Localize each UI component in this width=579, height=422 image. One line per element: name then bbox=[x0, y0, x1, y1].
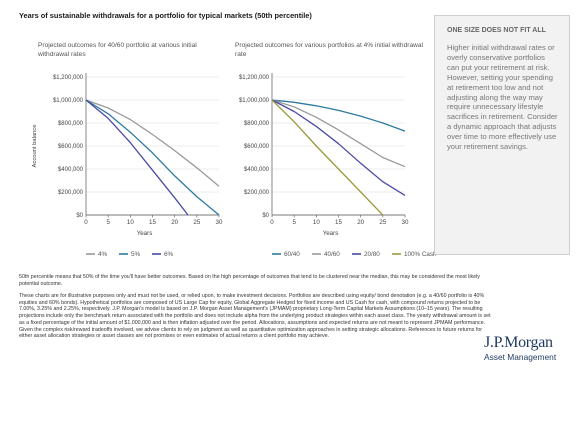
chart-left-title: Projected outcomes for 40/60 portfolio a… bbox=[38, 42, 197, 58]
left-chart-series-5--line bbox=[85, 99, 220, 216]
left-chart-legend-label-6-: 6% bbox=[164, 251, 174, 258]
right-chart-x-tick-label: 5 bbox=[292, 219, 296, 226]
left-chart-y-tick-label: $1,000,000 bbox=[53, 98, 84, 104]
right-chart-y-tick-label: $0 bbox=[262, 213, 269, 219]
left-chart-y-tick-label: $0 bbox=[76, 213, 83, 219]
left-chart-x-tick-label: 30 bbox=[216, 219, 223, 226]
right-chart-x-tick-label: 25 bbox=[379, 219, 386, 226]
sidebar-heading: ONE SIZE DOES NOT FIT ALL bbox=[447, 27, 546, 34]
right-chart-series-40-60-line bbox=[271, 99, 406, 168]
footnote-median: 50th percentile means that 50% of the ti… bbox=[19, 274, 480, 287]
left-chart-y-tick-label: $600,000 bbox=[58, 144, 84, 150]
left-chart-y-tick-label: $1,200,000 bbox=[53, 75, 84, 81]
right-chart-x-tick-label: 15 bbox=[335, 219, 342, 226]
sidebar-body: Higher initial withdrawal rates or overl… bbox=[447, 43, 558, 152]
right-chart-x-axis-label: Years bbox=[323, 230, 339, 237]
right-chart-x-tick-label: 20 bbox=[357, 219, 364, 226]
page-title: Years of sustainable withdrawals for a p… bbox=[19, 11, 312, 20]
left-chart-x-axis-label: Years bbox=[137, 230, 153, 237]
right-chart-y-tick-label: $600,000 bbox=[244, 144, 270, 150]
right-chart-legend-label-60-40: 60/40 bbox=[284, 251, 300, 258]
right-chart-series-20-80-line bbox=[271, 99, 406, 196]
left-chart-x-tick-label: 25 bbox=[193, 219, 200, 226]
right-chart-x-tick-label: 30 bbox=[402, 219, 409, 226]
right-chart-y-tick-label: $1,200,000 bbox=[239, 75, 270, 81]
right-chart-y-tick-label: $1,000,000 bbox=[239, 98, 270, 104]
left-chart-x-tick-label: 10 bbox=[127, 219, 134, 226]
left-chart-x-tick-label: 15 bbox=[149, 219, 156, 226]
left-chart-x-tick-label: 5 bbox=[106, 219, 110, 226]
right-chart-y-tick-label: $800,000 bbox=[244, 121, 270, 127]
logo-brand: J.P.Morgan bbox=[484, 334, 553, 351]
left-chart-series-6--line bbox=[85, 99, 189, 216]
left-chart-series-4--line bbox=[85, 99, 220, 187]
sidebar-callout: ONE SIZE DOES NOT FIT ALL Higher initial… bbox=[434, 15, 570, 255]
left-chart-x-tick-label: 0 bbox=[84, 219, 88, 226]
right-chart-legend-label-100-cash: 100% Cash bbox=[404, 251, 437, 258]
right-chart-series-60-40-line bbox=[271, 99, 406, 132]
footnote-disclaimer: These charts are for illustrative purpos… bbox=[19, 293, 491, 340]
left-chart-y-axis-label: Account balance bbox=[32, 125, 38, 168]
right-chart-x-tick-label: 10 bbox=[313, 219, 320, 226]
right-chart-legend-label-20-80: 20/80 bbox=[364, 251, 380, 258]
left-chart-y-tick-label: $200,000 bbox=[58, 190, 84, 196]
left-chart-y-tick-label: $800,000 bbox=[58, 121, 84, 127]
right-chart-y-tick-label: $200,000 bbox=[244, 190, 270, 196]
left-chart-legend-label-5-: 5% bbox=[131, 251, 141, 258]
right-chart-y-tick-label: $400,000 bbox=[244, 167, 270, 173]
chart-right-title: Projected outcomes for various portfolio… bbox=[235, 42, 424, 58]
left-chart-y-tick-label: $400,000 bbox=[58, 167, 84, 173]
right-chart-legend-label-40-60: 40/60 bbox=[324, 251, 340, 258]
right-chart-series-100-cash-line bbox=[271, 99, 384, 216]
logo-subtitle: Asset Management bbox=[484, 352, 557, 362]
left-chart-x-tick-label: 20 bbox=[171, 219, 178, 226]
right-chart-x-tick-label: 0 bbox=[270, 219, 274, 226]
left-chart-legend-label-4-: 4% bbox=[98, 251, 108, 258]
jpmorgan-logo: J.P.Morgan Asset Management bbox=[484, 334, 576, 362]
